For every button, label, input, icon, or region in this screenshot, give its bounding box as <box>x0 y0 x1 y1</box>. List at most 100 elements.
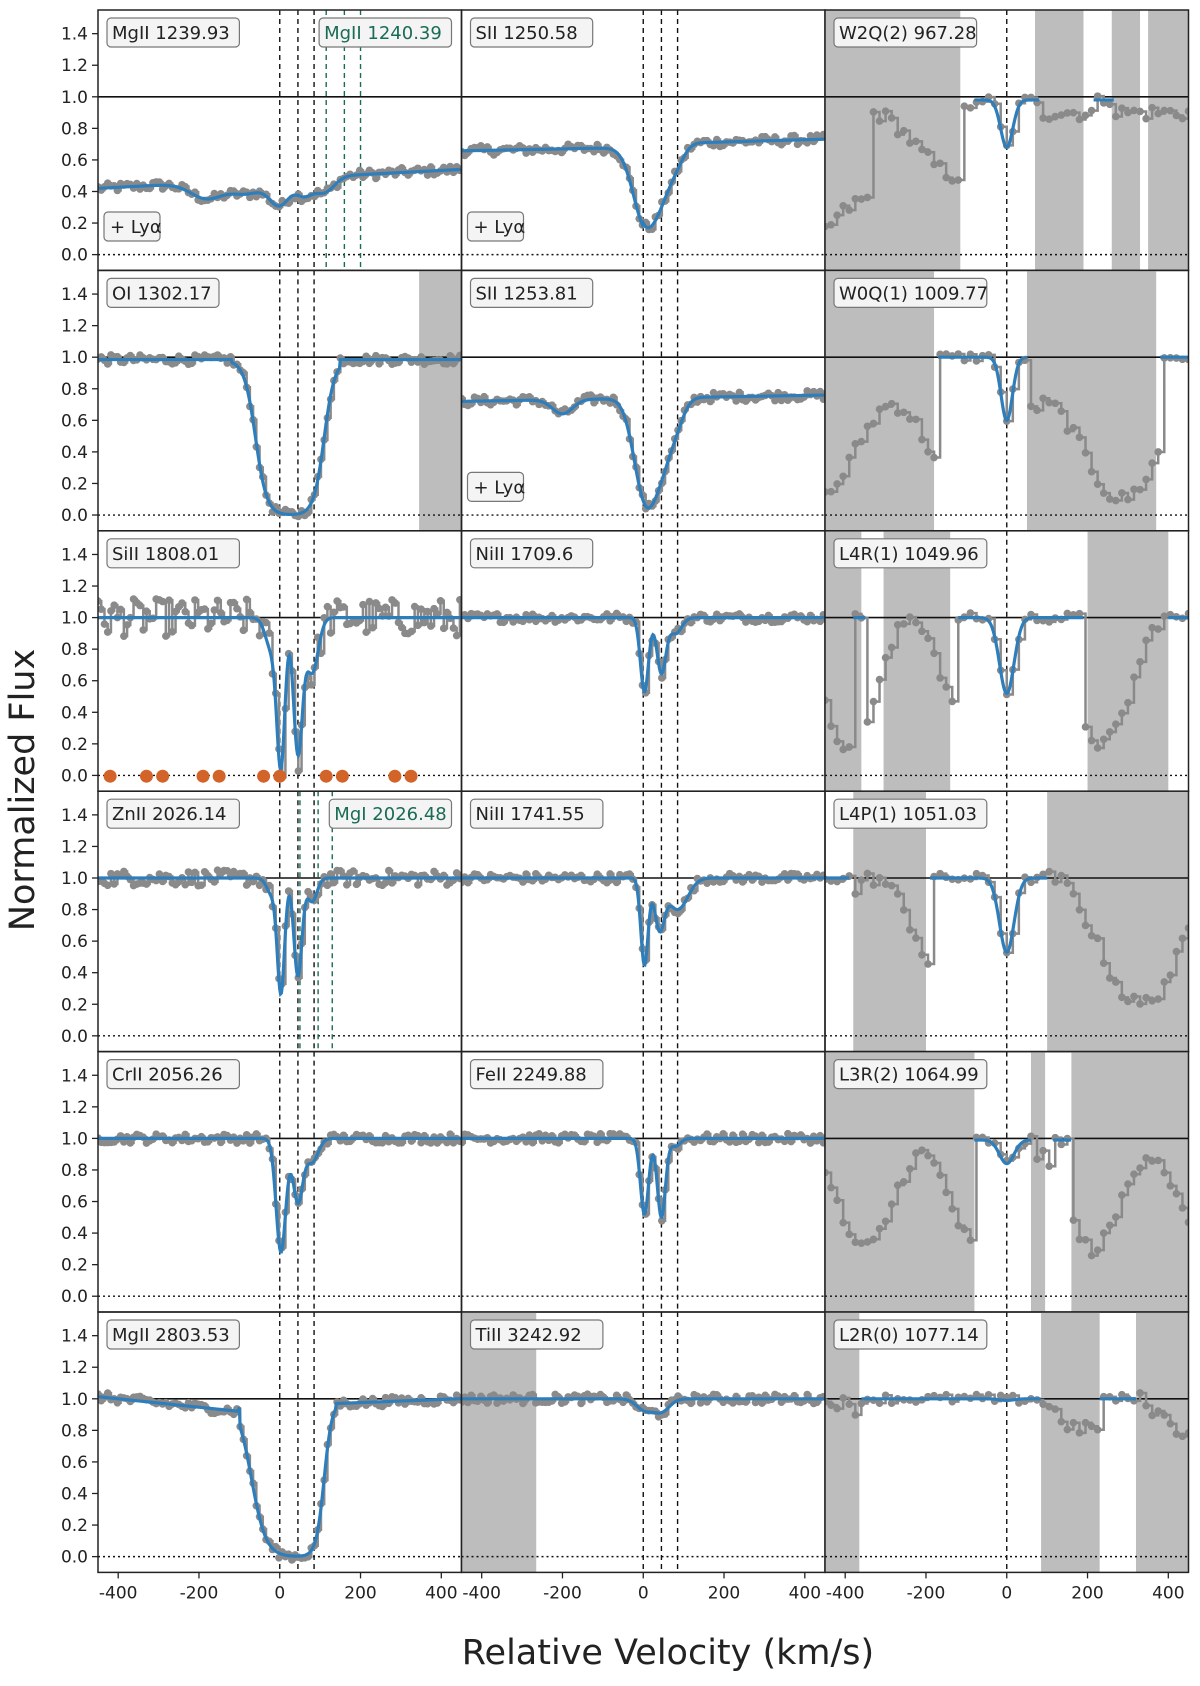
data-point <box>155 870 164 878</box>
data-point <box>181 1130 190 1139</box>
data-point <box>1148 103 1156 112</box>
data-point <box>881 107 890 115</box>
data-point <box>1045 1402 1053 1411</box>
data-point <box>349 867 358 875</box>
data-point <box>139 626 148 634</box>
panel-label-box <box>469 1319 604 1350</box>
model-fit <box>938 355 1028 423</box>
data-point <box>1178 114 1187 123</box>
panel-label: L4R(1) 1049.96 <box>839 544 979 565</box>
data-point <box>784 1129 792 1138</box>
data-point <box>887 1200 896 1208</box>
data-point <box>833 1404 841 1413</box>
panel: W2Q(2) 967.28 <box>824 9 1190 272</box>
data-point <box>168 628 177 636</box>
data-point <box>696 1399 705 1407</box>
data-point <box>100 620 109 628</box>
panel-label-box <box>833 1058 988 1090</box>
data-point <box>391 599 400 607</box>
data-point <box>1063 609 1072 618</box>
data-point <box>1045 1162 1053 1171</box>
data-point <box>1142 1154 1150 1162</box>
y-tick-label: 1.2 <box>61 837 88 857</box>
masked-region <box>461 1312 537 1573</box>
panel-label: L2R(0) 1077.14 <box>839 1325 979 1346</box>
masked-pixel-marker <box>103 769 117 783</box>
y-tick-label: 1.0 <box>61 1129 88 1149</box>
data-point <box>603 610 611 618</box>
data-point <box>483 1399 492 1407</box>
data-point <box>1057 111 1066 119</box>
y-tick-label: 1.2 <box>61 577 88 597</box>
data-point <box>326 629 335 637</box>
y-tick-label: 1.4 <box>61 285 88 305</box>
y-tick-label: 0.2 <box>61 735 88 755</box>
masked-region <box>1111 10 1141 271</box>
data-point <box>1118 489 1126 497</box>
panel: L4R(1) 1049.96 <box>824 530 1190 792</box>
data-point <box>972 869 981 878</box>
panel: L2R(0) 1077.14 -400 -200 0 200 400 <box>824 1311 1190 1603</box>
panel: CrII 2056.26 0.0 0.2 0.4 0.6 0.8 1.0 1.2 1.4 <box>61 1050 463 1313</box>
data-point <box>294 767 303 775</box>
data-point <box>519 878 527 886</box>
panel-label: ZnII 2026.14 <box>112 804 227 825</box>
data-point <box>1039 394 1047 403</box>
model-fit <box>958 616 1084 696</box>
y-tick-label: 0.0 <box>61 1548 88 1568</box>
data-point <box>936 869 944 878</box>
data-point <box>246 1139 254 1147</box>
data-point <box>1063 879 1072 887</box>
data-point <box>372 351 380 360</box>
data-point <box>758 1399 766 1407</box>
data-point <box>423 171 432 179</box>
data-point <box>461 1139 466 1147</box>
data-point <box>449 624 458 632</box>
panel: OI 1302.17 0.0 0.2 0.4 0.6 0.8 1.0 1.2 1.4 <box>61 269 463 532</box>
y-tick-label: 0.0 <box>61 1287 88 1307</box>
data-point <box>1124 997 1132 1006</box>
data-point <box>930 453 938 462</box>
panel: SII 1250.58 + Lyα <box>460 9 826 272</box>
data-point <box>1045 398 1053 407</box>
panel-plot-area <box>461 791 825 1052</box>
data-point <box>187 621 196 630</box>
data-point <box>833 1196 841 1205</box>
data-point <box>554 1139 563 1147</box>
masked-region <box>1041 1312 1100 1573</box>
y-tick-label: 0.6 <box>61 151 88 171</box>
data-point <box>417 605 425 614</box>
data-point <box>1136 1164 1144 1172</box>
data-point <box>385 866 393 875</box>
blend-label-box <box>318 17 453 48</box>
model-fit <box>461 876 825 968</box>
panel-label-box <box>469 538 594 569</box>
data-point <box>863 869 872 878</box>
masked-region <box>825 1312 860 1573</box>
data-point <box>1105 1221 1114 1230</box>
y-tick-label: 1.4 <box>61 1066 88 1086</box>
data-point <box>307 681 316 689</box>
x-tick-label: 400 <box>789 1583 821 1603</box>
data-point <box>816 387 824 396</box>
data-point <box>1033 1155 1041 1163</box>
data-point <box>825 696 829 705</box>
data-point <box>407 627 416 636</box>
data-point <box>918 435 926 444</box>
x-tick-label: 0 <box>274 1583 285 1603</box>
panel-label-box <box>106 17 240 48</box>
x-tick-label: -400 <box>462 1583 501 1603</box>
data-point <box>200 605 209 613</box>
y-tick-label: 0.6 <box>61 1453 88 1473</box>
data-point <box>1075 905 1084 914</box>
data-point <box>1093 480 1102 489</box>
data-point <box>899 906 908 914</box>
data-point <box>1184 924 1189 932</box>
y-tick-label: 0.2 <box>61 474 88 494</box>
data-point <box>1178 1432 1187 1441</box>
y-tick-label: 0.6 <box>61 932 88 952</box>
x-tick-label: -200 <box>180 1583 219 1603</box>
panel-label-box <box>469 798 604 829</box>
data-point <box>420 618 429 627</box>
data-point <box>158 597 167 606</box>
